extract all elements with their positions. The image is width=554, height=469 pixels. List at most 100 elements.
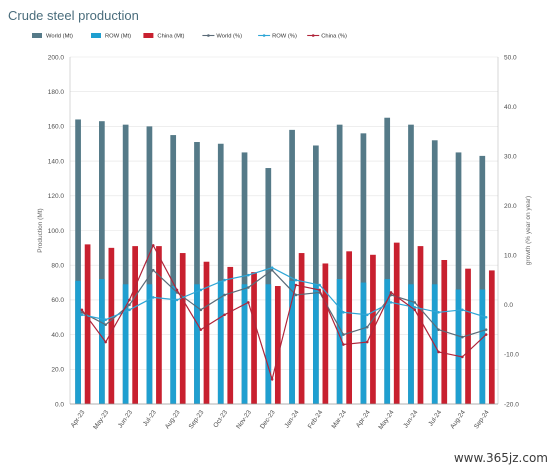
line-point <box>199 308 203 312</box>
bar-china <box>179 253 186 404</box>
line-point <box>294 293 298 297</box>
bar-china <box>132 246 139 404</box>
x-tick-label: May-23 <box>92 409 110 431</box>
line-point <box>104 340 107 344</box>
line-row <box>81 267 487 321</box>
bar-world <box>360 133 367 404</box>
bar-china <box>156 246 162 404</box>
legend-label: China (%) <box>321 34 347 40</box>
y-tick-label: 180.0 <box>48 89 65 96</box>
x-tick-label: Sep-24 <box>473 409 491 430</box>
bar-world <box>217 143 224 404</box>
bar-world <box>313 145 319 405</box>
x-tick-label: Apr-24 <box>355 409 372 429</box>
bar-row <box>408 284 414 404</box>
y-tick-label: 120.0 <box>48 193 65 200</box>
y2-tick-label: 50.0 <box>504 54 517 61</box>
bar-world <box>479 155 486 404</box>
bar-world <box>431 140 438 404</box>
line-china <box>81 243 487 382</box>
line-point <box>365 313 369 317</box>
line-point <box>104 323 107 326</box>
bar-row <box>146 284 153 404</box>
x-tick-label: Oct-23 <box>212 409 229 429</box>
legend-swatch <box>91 33 101 38</box>
bar-row <box>289 280 295 404</box>
line-series <box>80 243 488 382</box>
line-point <box>270 377 274 381</box>
y2-axis-label: growth (% year on year) <box>525 196 532 265</box>
line-point <box>461 355 464 359</box>
bar-row <box>217 280 224 404</box>
line-point <box>484 328 488 331</box>
line-point <box>247 273 250 277</box>
line-point <box>175 288 179 292</box>
bar-world <box>170 135 177 404</box>
bar-row <box>384 279 391 404</box>
bar-world <box>194 142 200 404</box>
bar-row <box>241 284 248 404</box>
line-point <box>270 266 274 269</box>
line-point <box>223 278 226 282</box>
x-tick-label: May-24 <box>377 409 395 431</box>
line-point <box>484 315 488 319</box>
line-point <box>342 310 345 314</box>
y-tick-label: 100.0 <box>48 228 65 235</box>
bar-china <box>84 244 91 404</box>
x-tick-label: Jul-24 <box>427 409 443 428</box>
bar-row <box>336 279 343 404</box>
x-tick-label: Mar-24 <box>331 409 349 430</box>
legend-marker <box>311 34 315 37</box>
legend-label: World (%) <box>216 34 242 40</box>
bar-china <box>417 246 424 404</box>
bar-row <box>75 280 81 404</box>
chart-legend: World (Mt) ROW (Mt) China (Mt) World (%) ROW… <box>32 33 347 40</box>
bar-china <box>346 251 353 404</box>
y2-tick-label: -20.0 <box>504 401 519 408</box>
x-tick-label: Apr-23 <box>70 409 87 429</box>
y-tick-label: 40.0 <box>51 332 64 339</box>
y2-tick-label: 40.0 <box>504 104 517 111</box>
bar-row <box>360 282 367 404</box>
line-point <box>151 296 155 299</box>
line-point <box>151 244 155 247</box>
line-point <box>413 306 417 309</box>
bar-row <box>122 284 129 404</box>
y2-tick-label: 0.0 <box>504 302 513 309</box>
bar-world <box>99 121 105 404</box>
axes: 0.0 20.0 40.0 60.0 80.0 100.0 120.0 140.0 160.0 1… <box>48 54 519 431</box>
line-point <box>365 340 369 344</box>
y-tick-label: 60.0 <box>51 297 64 304</box>
line-point <box>270 268 274 272</box>
line-point <box>247 301 250 304</box>
bar-world <box>241 152 248 404</box>
line-point <box>389 291 393 294</box>
bar-china <box>274 286 281 404</box>
line-point <box>365 325 369 329</box>
bar-china <box>488 270 495 404</box>
y-tick-label: 140.0 <box>48 158 65 165</box>
line-point <box>128 298 131 302</box>
bar-world <box>146 126 153 405</box>
line-point <box>128 308 131 312</box>
legend-label: World (Mt) <box>46 34 73 40</box>
legend-label: China (Mt) <box>157 34 184 40</box>
legend-label: ROW (%) <box>272 34 297 40</box>
bar-world <box>455 152 462 404</box>
line-point <box>80 313 84 317</box>
bar-world <box>75 119 81 405</box>
y2-tick-label: 20.0 <box>504 203 517 210</box>
bar-row <box>194 284 200 404</box>
line-point <box>294 283 298 287</box>
legend-swatch <box>32 33 42 38</box>
legend-label: ROW (Mt) <box>105 34 131 40</box>
line-point <box>175 298 179 302</box>
line-point <box>247 286 250 289</box>
bar-china <box>393 242 400 404</box>
bar-china <box>298 253 305 404</box>
line-point <box>128 303 131 307</box>
legend-marker <box>207 34 210 37</box>
line-point <box>389 301 393 304</box>
bar-row <box>99 279 105 404</box>
y-axis-label: Production (Mt) <box>37 208 44 252</box>
